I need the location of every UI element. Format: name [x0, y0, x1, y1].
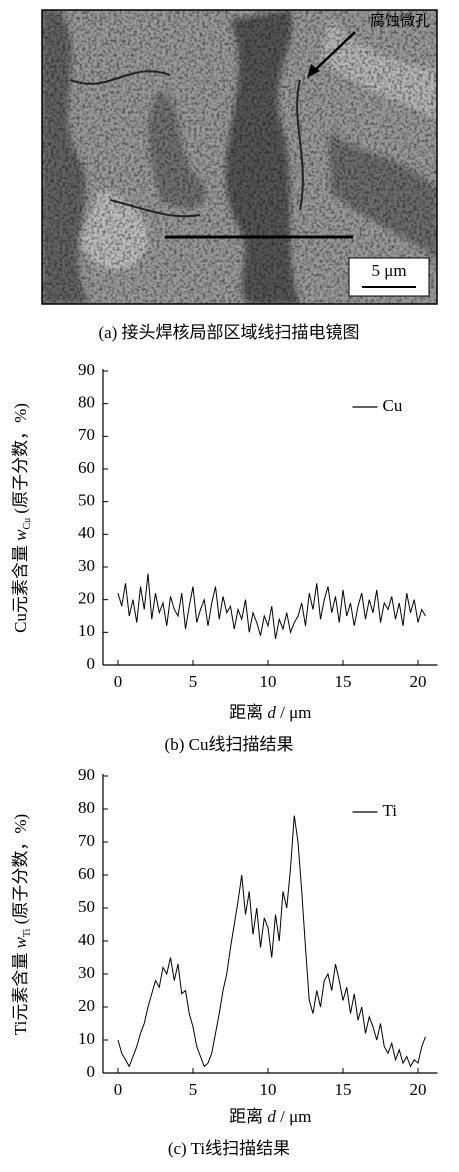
- y-tick-label: 40: [78, 523, 95, 542]
- x-axis-label: 距离 d / μm: [229, 703, 311, 722]
- y-tick-label: 90: [78, 360, 95, 379]
- label-part: Cu元素含量: [11, 541, 30, 633]
- label-part: w: [11, 529, 30, 541]
- label-part: / μm: [276, 703, 312, 722]
- y-tick-label: 80: [78, 798, 95, 817]
- x-tick-label: 20: [410, 672, 427, 691]
- y-axis-label: Cu元素含量 wCu (原子分数，%): [11, 403, 33, 633]
- chart-caption: (c) Ti线扫描结果: [168, 1139, 290, 1158]
- label-part: Ti: [22, 928, 33, 937]
- x-tick-label: 20: [410, 1080, 427, 1099]
- x-tick-label: 10: [260, 1080, 277, 1099]
- annotation-arrow: [312, 31, 356, 73]
- sem-image: [42, 10, 437, 304]
- y-tick-label: 0: [87, 654, 96, 673]
- x-tick-label: 15: [335, 672, 352, 691]
- data-line: [117, 815, 426, 1068]
- y-tick-label: 40: [78, 930, 95, 949]
- annotation-arrowhead: [307, 64, 320, 78]
- y-tick-label: 60: [78, 458, 95, 477]
- image-frame: [41, 9, 438, 305]
- chart-caption: (b) Cu线扫描结果: [165, 735, 294, 754]
- scale-bar-box: [348, 257, 430, 297]
- image-caption: (a) 接头焊核局部区域线扫描电镜图: [98, 323, 359, 342]
- label-part: 距离: [229, 1107, 267, 1126]
- x-tick-label: 5: [189, 672, 198, 691]
- scale-bar-label: 5 μm: [371, 261, 406, 280]
- label-part: d: [267, 1107, 276, 1126]
- label-part: (原子分数，%): [11, 814, 30, 929]
- y-tick-label: 50: [78, 491, 95, 510]
- y-tick-label: 20: [78, 589, 95, 608]
- y-tick-label: 90: [78, 765, 95, 784]
- y-tick-label: 30: [78, 963, 95, 982]
- x-tick-label: 0: [114, 672, 123, 691]
- label-part: Ti元素含量: [11, 948, 30, 1035]
- legend-label: Ti: [383, 801, 398, 820]
- y-tick-label: 70: [78, 831, 95, 850]
- label-part: 距离: [229, 703, 267, 722]
- x-tick-label: 5: [189, 1080, 198, 1099]
- data-line: [117, 573, 426, 639]
- label-part: d: [267, 703, 276, 722]
- y-tick-label: 10: [78, 1029, 95, 1048]
- legend-label: Cu: [383, 396, 403, 415]
- label-part: (原子分数，%): [11, 403, 30, 518]
- y-tick-label: 70: [78, 425, 95, 444]
- y-tick-label: 20: [78, 996, 95, 1015]
- y-tick-label: 50: [78, 897, 95, 916]
- y-axis-label: Ti元素含量 wTi (原子分数，%): [11, 814, 33, 1035]
- label-part: Cu: [22, 518, 33, 530]
- x-tick-label: 10: [260, 672, 277, 691]
- x-axis-label: 距离 d / μm: [229, 1107, 311, 1126]
- label-part: w: [11, 936, 30, 948]
- y-tick-label: 10: [78, 621, 95, 640]
- x-tick-label: 15: [335, 1080, 352, 1099]
- y-tick-label: 80: [78, 393, 95, 412]
- y-tick-label: 60: [78, 864, 95, 883]
- label-part: / μm: [276, 1107, 312, 1126]
- x-tick-label: 0: [114, 1080, 123, 1099]
- y-tick-label: 30: [78, 556, 95, 575]
- y-tick-label: 0: [87, 1062, 96, 1081]
- annotation: 腐蚀微孔: [370, 11, 430, 29]
